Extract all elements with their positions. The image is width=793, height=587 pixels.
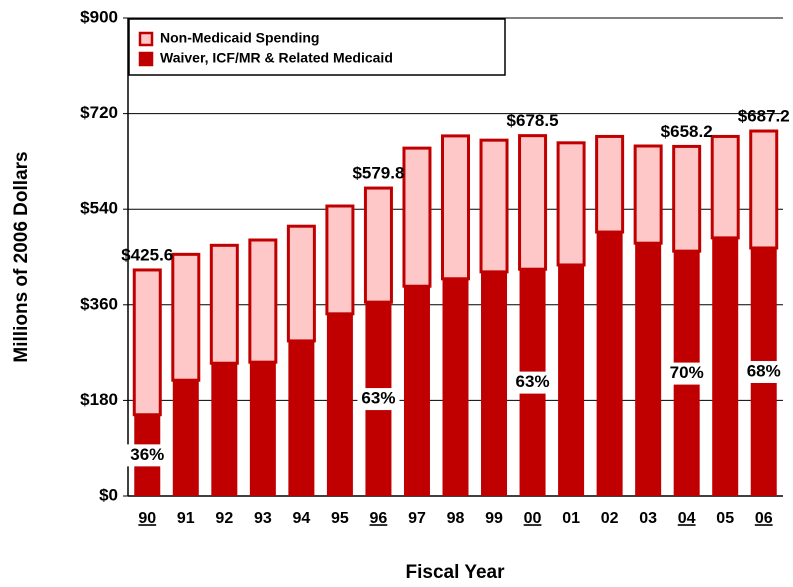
legend-box [128,18,506,76]
x-tick-label: 98 [447,510,465,527]
legend-label: Waiver, ICF/MR & Related Medicaid [160,50,393,66]
bar-segment [749,129,779,250]
bar-segment [326,313,353,496]
x-tick-label: 03 [639,510,657,527]
bar-segment [596,232,623,496]
bar-segment [286,224,316,343]
x-tick-label: 93 [254,510,272,527]
bar-segment [403,286,430,496]
y-tick-label: $900 [80,7,118,26]
share-label-bg [511,371,554,394]
share-label-bg [126,444,169,467]
legend-swatch [138,51,154,67]
x-tick-label: 94 [292,510,310,527]
bar-segment [479,138,509,274]
x-tick-label: 91 [177,510,195,527]
bar-segment [248,238,278,364]
y-tick-label: $360 [80,294,118,313]
total-label: $425.6 [121,245,173,264]
bar-segment [633,144,663,245]
total-label: $678.5 [507,111,559,130]
x-tick-label: 05 [716,510,734,527]
bar-segment [288,340,315,496]
bar-segment [402,146,432,288]
bar-segment [132,268,162,417]
bar-segment [712,237,739,496]
bar-segment [672,144,702,253]
share-label-bg [742,360,785,383]
total-label: $579.8 [352,164,404,183]
x-tick-label: 96 [370,510,388,527]
x-axis-label: Fiscal Year [406,562,506,583]
bar-segment [518,134,548,271]
legend-label: Non-Medicaid Spending [160,30,319,46]
bar-segment [595,134,625,234]
bar-segment [635,243,662,496]
x-tick-label: 06 [755,510,773,527]
x-tick-label: 90 [138,510,156,527]
bar-segment [249,362,276,496]
bar-segment [441,134,470,281]
bar-segment [209,243,239,365]
bar-segment [363,186,393,304]
x-tick-label: 92 [215,510,233,527]
x-tick-label: 97 [408,510,426,527]
x-tick-label: 00 [524,510,542,527]
bar-segment [171,252,201,382]
share-label: 36% [130,445,164,464]
total-label: $687.2 [738,107,790,126]
y-tick-label: $720 [80,103,118,122]
bar-segment [325,204,355,316]
x-tick-label: 04 [678,510,696,527]
bar-segment [481,271,508,496]
share-label: 68% [747,361,781,380]
y-axis-label: Millions of 2006 Dollars [11,151,32,362]
x-tick-label: 99 [485,510,503,527]
bar-segment [172,380,199,496]
share-label-bg [665,362,708,385]
x-tick-label: 02 [601,510,619,527]
bar-segment [556,141,586,267]
bar-segment [442,278,469,496]
bar-segment [710,134,740,240]
y-tick-label: $0 [99,485,118,504]
bar-segment [211,363,238,496]
bar-segment [558,264,585,496]
x-tick-label: 01 [562,510,580,527]
y-tick-label: $540 [80,199,118,218]
share-label: 63% [361,389,395,408]
share-label-bg [357,388,400,411]
share-label: 70% [670,363,704,382]
total-label: $658.2 [661,122,713,141]
legend-swatch [138,31,154,47]
x-tick-label: 95 [331,510,349,527]
share-label: 63% [516,372,550,391]
y-tick-label: $180 [80,390,118,409]
